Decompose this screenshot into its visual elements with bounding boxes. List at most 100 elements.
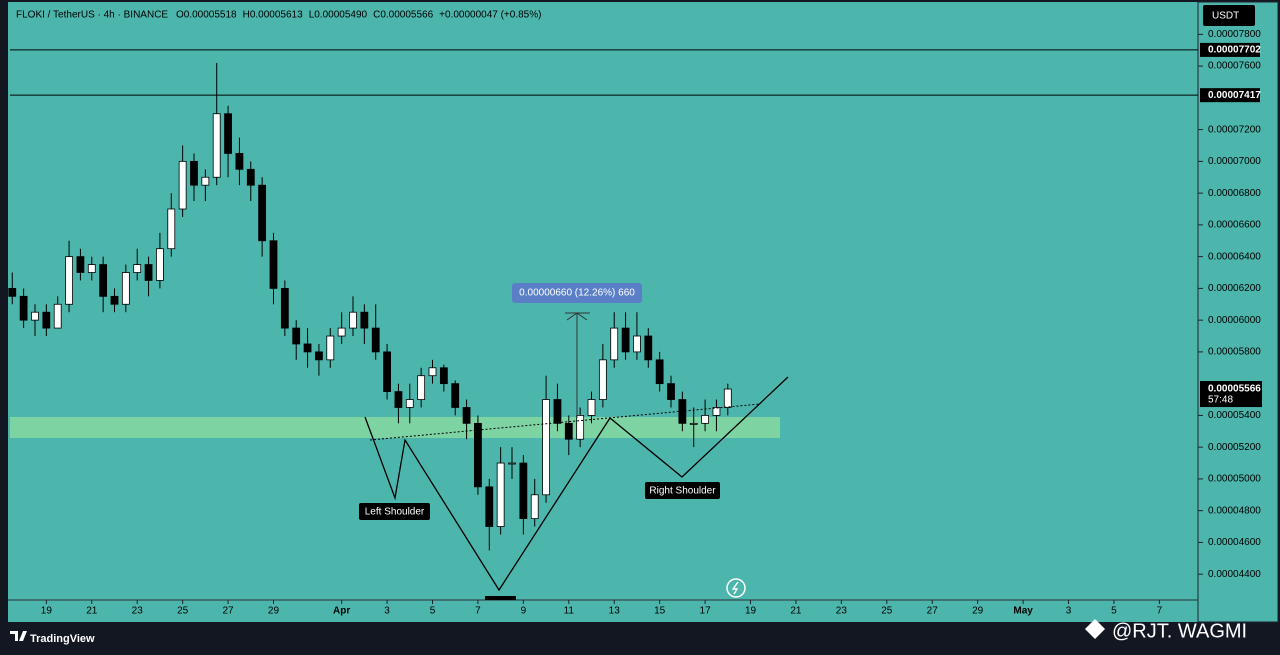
price-tag xyxy=(1200,42,1260,57)
candle-body xyxy=(326,335,335,361)
annotation-box xyxy=(359,503,430,520)
replay-icon[interactable] xyxy=(726,578,746,598)
candle-body xyxy=(269,240,278,289)
x-tick-label: 23 xyxy=(836,606,848,617)
y-tick-label: 0.00005400 xyxy=(1208,410,1261,421)
y-tick-label: 0.00005000 xyxy=(1208,474,1261,485)
measure-label: 0.00000660 (12.26%) 660 xyxy=(519,288,635,299)
y-tick-label: 0.00006800 xyxy=(1208,188,1261,199)
branding: TradingView xyxy=(30,633,95,645)
candle-body xyxy=(190,160,198,186)
price-tag-label: 0.00007702 xyxy=(1208,45,1261,56)
candle-body xyxy=(8,287,17,297)
candle-body xyxy=(337,327,346,337)
hidden-label xyxy=(485,596,516,600)
plot-background xyxy=(8,2,1198,622)
candle-body xyxy=(42,311,51,329)
price-axis xyxy=(1197,1,1279,623)
candle-body xyxy=(121,272,130,305)
candle-body xyxy=(723,388,732,408)
candle-body xyxy=(587,399,596,416)
annotation: Right Shoulder xyxy=(649,486,716,497)
x-tick-label: 3 xyxy=(1066,606,1072,617)
x-tick-label: Apr xyxy=(333,606,350,617)
candle-body xyxy=(303,343,312,353)
candle-body xyxy=(144,264,153,281)
candle-body xyxy=(474,422,482,488)
x-tick-label: 11 xyxy=(564,606,575,617)
x-tick-label: 7 xyxy=(1157,606,1163,617)
candle-body xyxy=(451,383,460,408)
candle-body xyxy=(280,287,289,329)
candle-body xyxy=(383,351,391,392)
x-tick-label: 25 xyxy=(881,606,893,617)
currency: USDT xyxy=(1212,11,1239,22)
candle-body xyxy=(576,415,585,440)
ohlc-readout: O0.00005518 H0.00005613 L0.00005490 C0.0000… xyxy=(176,10,541,21)
candle-body xyxy=(701,415,709,424)
price-tag-label: 0.00007417 xyxy=(1208,90,1261,101)
last-price-tag xyxy=(1200,381,1262,408)
ohlc-value: L0.00005490 xyxy=(309,10,368,21)
candle-body xyxy=(439,367,448,385)
tv-logo xyxy=(10,631,27,641)
candle-body xyxy=(292,327,301,345)
x-tick-label: 29 xyxy=(972,606,984,617)
ohlc-value: O0.00005518 xyxy=(176,10,237,21)
x-tick-label: 3 xyxy=(384,606,390,617)
y-tick-label: 0.00007200 xyxy=(1208,124,1261,135)
candle-body xyxy=(542,399,550,496)
x-tick-label: 19 xyxy=(41,606,53,617)
x-tick-label: 5 xyxy=(430,606,436,617)
candle-body xyxy=(644,335,653,361)
x-tick-label: 27 xyxy=(927,606,939,617)
candle-body xyxy=(133,264,142,273)
last-price-label: 0.00005566 xyxy=(1208,384,1261,395)
candle-body xyxy=(31,311,39,321)
candle-body xyxy=(621,327,630,353)
x-tick-label: 15 xyxy=(654,606,666,617)
annotation-box xyxy=(645,482,720,499)
y-tick-label: 0.00006200 xyxy=(1208,283,1261,294)
candle-body xyxy=(689,422,698,425)
candle-body xyxy=(508,462,516,465)
candle-body xyxy=(417,375,426,400)
candle-body xyxy=(598,359,607,400)
currency-button[interactable] xyxy=(1203,5,1255,26)
y-tick-label: 0.00004400 xyxy=(1208,569,1261,580)
candle-body xyxy=(156,248,164,281)
y-tick-label: 0.00006000 xyxy=(1208,315,1261,326)
footer xyxy=(0,623,1280,655)
candle-body xyxy=(530,494,539,520)
y-tick-label: 0.00007600 xyxy=(1208,61,1261,72)
y-tick-label: 0.00005800 xyxy=(1208,347,1261,358)
x-tick-label: 19 xyxy=(745,606,757,617)
candle-body xyxy=(65,256,73,305)
candle-body xyxy=(405,399,414,408)
candle-body xyxy=(712,407,721,416)
candle-body xyxy=(99,264,108,297)
candle-body xyxy=(553,399,562,424)
x-tick-label: 25 xyxy=(177,606,189,617)
candle-body xyxy=(394,391,403,408)
candle-body xyxy=(235,153,244,170)
candle-body xyxy=(19,295,28,321)
candle-body xyxy=(371,327,380,353)
neckline xyxy=(369,403,761,441)
measure-box xyxy=(512,283,642,303)
countdown: 57:48 xyxy=(1208,395,1233,406)
candle-body xyxy=(201,176,210,186)
candle-body xyxy=(167,208,176,250)
x-tick-label: 21 xyxy=(86,606,98,617)
x-tick-label: 21 xyxy=(790,606,802,617)
candle-body xyxy=(246,168,255,186)
symbol-title: FLOKI / TetherUS · 4h · BINANCE xyxy=(16,10,168,21)
candle-body xyxy=(76,256,85,273)
watermark-logo xyxy=(1085,619,1105,639)
x-tick-label: 7 xyxy=(475,606,481,617)
support-zone xyxy=(10,417,780,438)
x-tick-label: 23 xyxy=(132,606,144,617)
candle-body xyxy=(496,462,505,527)
replay-bolt xyxy=(731,581,739,595)
